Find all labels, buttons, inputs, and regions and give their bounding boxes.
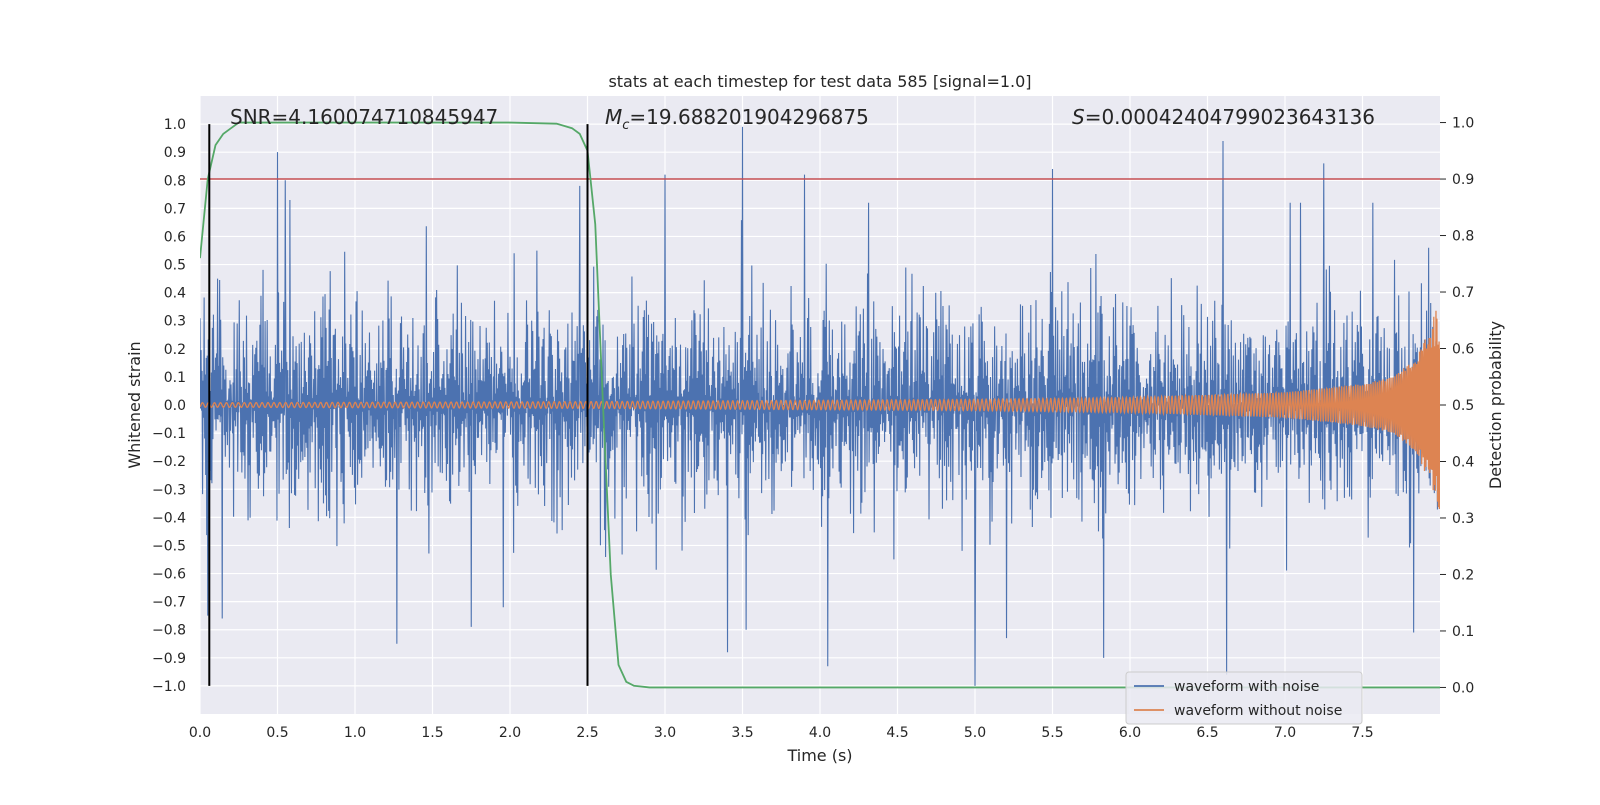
x-tick-label: 0.0 <box>189 725 211 741</box>
y-tick-label-right: 0.7 <box>1452 285 1474 301</box>
y-tick-label-left: 0.9 <box>164 145 186 161</box>
legend: waveform with noise waveform without noi… <box>1125 671 1363 725</box>
legend-label-noise: waveform with noise <box>1174 679 1319 695</box>
y-tick-label-left: −0.2 <box>152 454 186 470</box>
y-axis-left-ticks: 1.0 0.9 0.8 0.7 0.6 0.5 0.4 0.3 0.2 0.1 0.0 −0.1 −0.… <box>152 117 186 695</box>
y-tick-label-left: −0.9 <box>152 651 186 667</box>
y-tick-label-left: 1.0 <box>164 117 186 133</box>
y-tick-label-left: −1.0 <box>152 679 186 695</box>
y-axis-right-ticks: 1.0 0.9 0.8 0.7 0.6 0.5 0.4 0.3 0.2 0.1 0.0 <box>1440 116 1474 696</box>
y-tick-label-right: 0.5 <box>1452 398 1474 414</box>
mc-subscript: c <box>622 118 629 133</box>
y-tick-label-right: 0.6 <box>1452 342 1474 358</box>
y-tick-label-left: 0.4 <box>164 286 186 302</box>
y-tick-label-left: 0.5 <box>164 258 186 274</box>
y-tick-label-left: −0.6 <box>152 567 186 583</box>
s-symbol: S <box>1072 105 1085 129</box>
x-tick-label: 4.5 <box>886 725 908 741</box>
mc-value: =19.688201904296875 <box>629 105 868 129</box>
y-axis-right-label: Detection probability <box>1486 321 1505 489</box>
x-tick-label: 5.0 <box>964 725 986 741</box>
y-axis-left-label: Whitened strain <box>125 341 144 468</box>
y-tick-label-left: −0.7 <box>152 595 186 611</box>
y-tick-label-right: 0.3 <box>1452 511 1474 527</box>
x-tick-label: 1.0 <box>344 725 366 741</box>
line-waveform-without-noise <box>200 310 1440 510</box>
series-detection-probability <box>200 121 1440 689</box>
line-waveform-with-noise <box>200 126 1440 686</box>
legend-box <box>1125 671 1363 725</box>
y-tick-label-right: 0.9 <box>1452 172 1474 188</box>
y-tick-label-left: 0.1 <box>164 370 186 386</box>
vertical-markers <box>208 124 589 686</box>
y-tick-label-left: 0.3 <box>164 314 186 330</box>
x-tick-label: 2.5 <box>576 725 598 741</box>
x-tick-label: 4.0 <box>809 725 831 741</box>
x-tick-label: 0.5 <box>266 725 288 741</box>
x-tick-label: 1.5 <box>421 725 443 741</box>
y-tick-label-right: 0.4 <box>1452 454 1474 470</box>
chart-title: stats at each timestep for test data 585… <box>608 72 1031 91</box>
y-tick-label-left: 0.8 <box>164 173 186 189</box>
y-tick-label-left: −0.1 <box>152 426 186 442</box>
mc-stat: Mc=19.688201904296875 <box>605 105 869 133</box>
x-tick-label: 3.0 <box>654 725 676 741</box>
y-tick-label-right: 0.0 <box>1452 680 1474 696</box>
y-tick-label-left: 0.7 <box>164 201 186 217</box>
y-tick-label-left: −0.3 <box>152 482 186 498</box>
y-tick-label-right: 0.1 <box>1452 624 1474 640</box>
x-tick-label: 3.5 <box>731 725 753 741</box>
mc-symbol: M <box>605 105 622 129</box>
legend-label-clean: waveform without noise <box>1174 703 1342 719</box>
y-tick-label-left: −0.5 <box>152 538 186 554</box>
x-tick-label: 2.0 <box>499 725 521 741</box>
x-tick-label: 6.0 <box>1119 725 1141 741</box>
y-tick-label-left: 0.0 <box>164 398 186 414</box>
y-tick-label-left: −0.4 <box>152 510 186 526</box>
x-tick-label: 6.5 <box>1196 725 1218 741</box>
y-tick-label-left: 0.6 <box>164 229 186 245</box>
x-tick-label: 7.5 <box>1351 725 1373 741</box>
series-waveform-without-noise <box>200 178 1440 510</box>
s-stat: S=0.00042404799023643136 <box>1072 105 1375 129</box>
y-tick-label-left: −0.8 <box>152 623 186 639</box>
y-tick-label-right: 1.0 <box>1452 116 1474 132</box>
x-axis-ticks: 0.0 0.5 1.0 1.5 2.0 2.5 3.0 3.5 4.0 4.5 5.0 5.5 6.0 6… <box>189 725 1374 741</box>
y-tick-label-right: 0.8 <box>1452 229 1474 245</box>
y-tick-label-right: 0.2 <box>1452 567 1474 583</box>
line-detection-probability <box>200 121 1440 689</box>
x-axis-label: Time (s) <box>786 746 852 765</box>
series-waveform-with-noise <box>200 126 1440 686</box>
snr-stat: SNR=4.160074710845947 <box>230 105 498 129</box>
y-tick-label-left: 0.2 <box>164 342 186 358</box>
x-tick-label: 7.0 <box>1274 725 1296 741</box>
x-tick-label: 5.5 <box>1041 725 1063 741</box>
s-value: =0.00042404799023643136 <box>1085 105 1375 129</box>
